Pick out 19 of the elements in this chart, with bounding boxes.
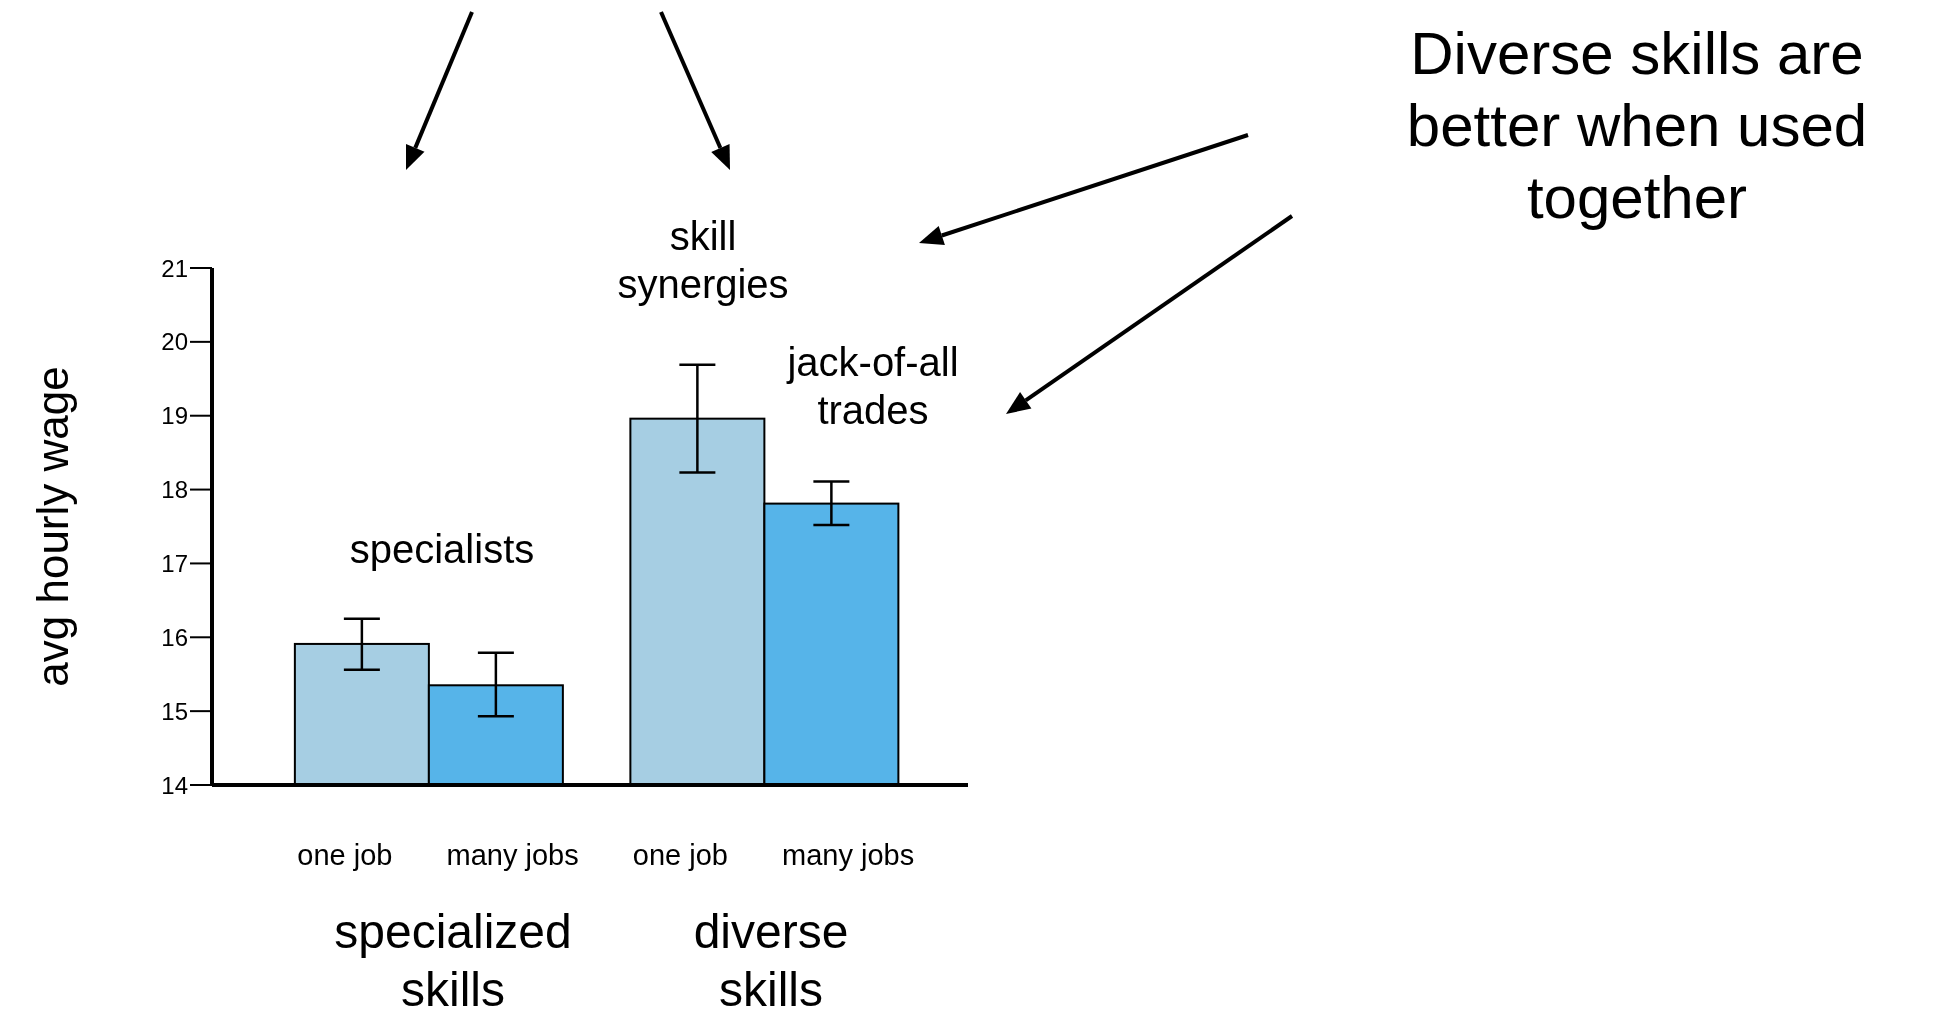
y-tick-label: 18 [161,476,188,504]
y-tick-label: 19 [161,402,188,430]
text: Diverse skills are better when used together [1405,19,1869,233]
annotation: specialists [348,526,536,573]
y-tick-label: 14 [161,771,188,799]
y-tick-label: 16 [161,623,188,651]
y-tick-label: 15 [161,697,188,725]
y-tick-label: 20 [161,328,188,356]
x-tick-label: many jobs [446,839,579,871]
y-tick-label: 17 [161,549,188,577]
text: specialized skills [333,904,573,1015]
x-tick-label: one job [632,839,728,871]
x-tick-label: many jobs [782,839,915,871]
text: diverse skills [692,904,850,1015]
y-axis-title: avg hourly wage [27,366,77,687]
x-tick-label: one job [297,839,393,871]
annotation: jack-of-all trades [785,339,960,434]
annotation: skill synergies [616,213,790,308]
y-tick-label: 21 [161,254,188,282]
